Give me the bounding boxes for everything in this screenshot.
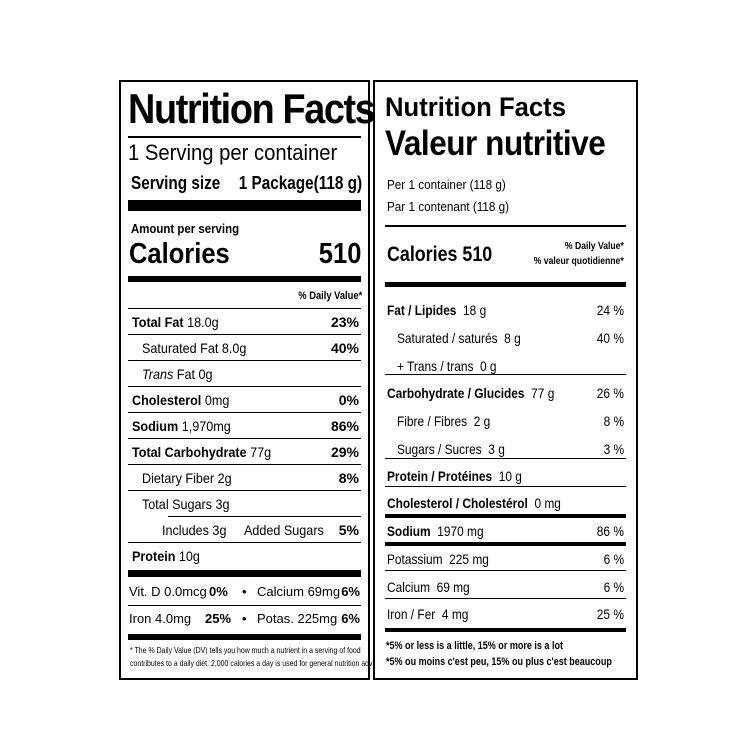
ca-rule-2 — [385, 458, 626, 459]
us-daily-value-header: % Daily Value* — [298, 290, 362, 302]
us-row-dietary-fiber: Dietary Fiber 2g 8% — [128, 466, 361, 491]
ca-rule-1 — [385, 374, 626, 375]
us-row-added-sugars: Includes 3g Added Sugars 5% — [128, 518, 361, 543]
ca-per-container-en: Per 1 container (118 g) — [387, 177, 506, 192]
ca-calories-bar — [385, 282, 626, 287]
us-title: Nutrition Facts — [128, 85, 376, 132]
us-row-total-sugars: Total Sugars 3g — [128, 492, 361, 517]
ca-footnote-en: *5% or less is a little, 15% or more is … — [386, 640, 563, 652]
us-dv-rule — [128, 308, 361, 309]
us-calories-value: 510 — [318, 238, 361, 270]
us-row-sodium: Sodium 1,970mg 86% — [128, 414, 361, 439]
us-amount-per-serving: Amount per serving — [131, 221, 240, 236]
us-row-protein: Protein 10g — [132, 548, 200, 564]
ca-bar-1 — [385, 514, 626, 518]
ca-per-container-fr: Par 1 contenant (118 g) — [387, 199, 510, 214]
us-row-cholesterol: Cholesterol 0mg 0% — [128, 388, 361, 413]
ca-nutrition-label: Nutrition Facts Valeur nutritive Per 1 c… — [373, 80, 638, 680]
us-footnote: * The % Daily Value (DV) tells you how m… — [130, 645, 384, 668]
ca-calories: Calories 510 — [387, 243, 493, 266]
us-row-saturated-fat: Saturated Fat 8.0g 40% — [128, 336, 361, 361]
ca-rule-3 — [385, 486, 626, 487]
us-row-trans-fat: Trans Fat 0g — [128, 362, 361, 387]
us-serving-size-label: Serving size — [131, 173, 221, 193]
ca-title-en: Nutrition Facts — [385, 92, 566, 122]
ca-bar-2 — [385, 542, 626, 546]
ca-title-fr: Valeur nutritive — [385, 124, 606, 163]
us-row-total-fat: Total Fat 18.0g 23% — [128, 310, 361, 335]
us-protein-bar — [128, 570, 361, 577]
us-calories-bar — [128, 276, 361, 282]
us-title-rule — [128, 136, 361, 138]
us-row-total-carbohydrate: Total Carbohydrate 77g 29% — [128, 440, 361, 465]
us-nutrition-label: Nutrition Facts 1 Serving per container … — [119, 80, 383, 680]
ca-rule-4 — [385, 570, 626, 571]
us-vitamin-rule — [128, 605, 361, 606]
ca-header-rule — [385, 225, 626, 227]
us-servings-per-container: 1 Serving per container — [128, 140, 338, 165]
us-calories-label: Calories — [129, 238, 230, 270]
us-serving-size-value: 1 Package(118 g) — [238, 173, 362, 193]
us-footnote-bar — [128, 634, 361, 640]
ca-daily-value-fr: % valeur quotidienne* — [534, 255, 624, 267]
ca-footnote-fr: *5% ou moins c'est peu, 15% ou plus c'es… — [386, 656, 612, 668]
ca-daily-value-en: % Daily Value* — [565, 240, 624, 252]
ca-footnote-bar — [385, 628, 626, 632]
ca-rule-5 — [385, 598, 626, 599]
us-thick-bar — [128, 200, 361, 211]
